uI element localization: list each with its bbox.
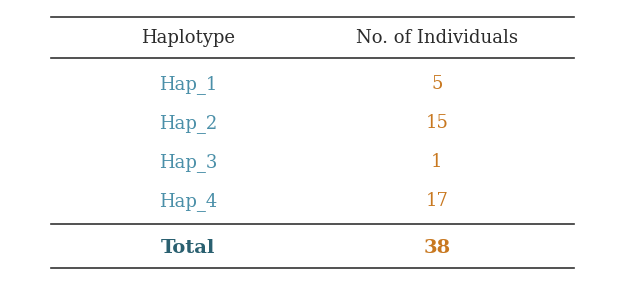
Text: 17: 17: [426, 192, 448, 210]
Text: 15: 15: [426, 114, 448, 132]
Text: Hap_4: Hap_4: [159, 192, 217, 211]
Text: 1: 1: [431, 153, 442, 171]
Text: Hap_1: Hap_1: [159, 75, 218, 94]
Text: Haplotype: Haplotype: [141, 29, 235, 47]
Text: Total: Total: [161, 239, 215, 257]
Text: Hap_2: Hap_2: [159, 114, 217, 133]
Text: 38: 38: [423, 239, 451, 257]
Text: 5: 5: [431, 75, 442, 93]
Text: Hap_3: Hap_3: [159, 153, 218, 172]
Text: No. of Individuals: No. of Individuals: [356, 29, 518, 47]
